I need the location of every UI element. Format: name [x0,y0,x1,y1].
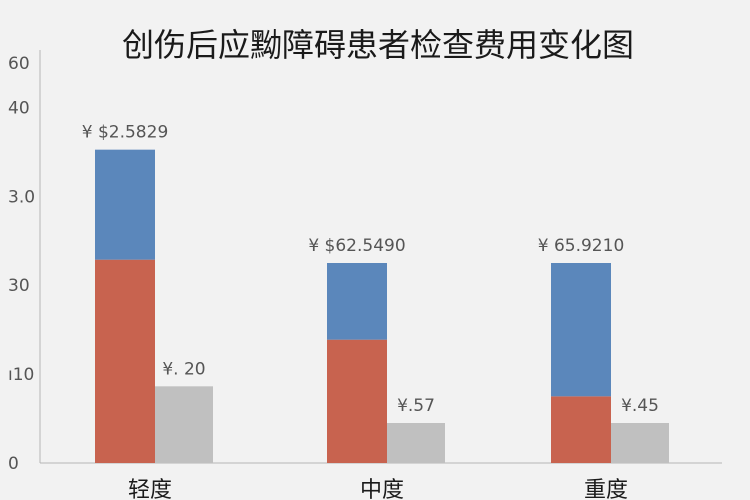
data-labels: ¥ $2.5829 ¥. 20 ¥ $62.5490 ¥.57 ¥ 65.9210 ¥.4… [82,123,659,416]
bar-segment-lower [95,259,155,463]
bar-segment-lower [327,339,387,463]
bar-gray [387,423,445,463]
y-ticks: 0 ı10 30 3.0 40 60 [8,54,35,474]
y-tick-label: 30 [8,276,30,296]
y-tick-label: 3.0 [8,187,35,207]
x-tick-label: 重度 [584,478,628,500]
bar-segment-upper [95,149,155,260]
chart-title: 创伤后应黝障碍患者检查费用变化图 [122,26,634,64]
y-tick-label: 0 [8,454,19,474]
y-tick-label: 60 [8,54,30,74]
gray-value-label: ¥.57 [397,396,435,416]
x-tick-label: 轻度 [128,478,172,500]
bars [95,149,669,463]
x-tick-label: 中度 [360,478,404,500]
bar-gray [611,423,669,463]
bar-segment-lower [551,396,611,463]
stack-value-label: ¥ $2.5829 [82,123,169,143]
bar-segment-upper [551,263,611,397]
gray-value-label: ¥. 20 [162,359,205,379]
stack-value-label: ¥ $62.5490 [308,236,405,256]
bar-segment-upper [327,263,387,340]
gray-value-label: ¥.45 [621,396,659,416]
stack-value-label: ¥ 65.9210 [538,236,625,256]
bar-gray [155,386,213,463]
y-tick-label: ı10 [8,365,34,385]
x-tick-labels: 轻度 中度 重度 [128,478,628,500]
y-tick-label: 40 [8,98,30,118]
